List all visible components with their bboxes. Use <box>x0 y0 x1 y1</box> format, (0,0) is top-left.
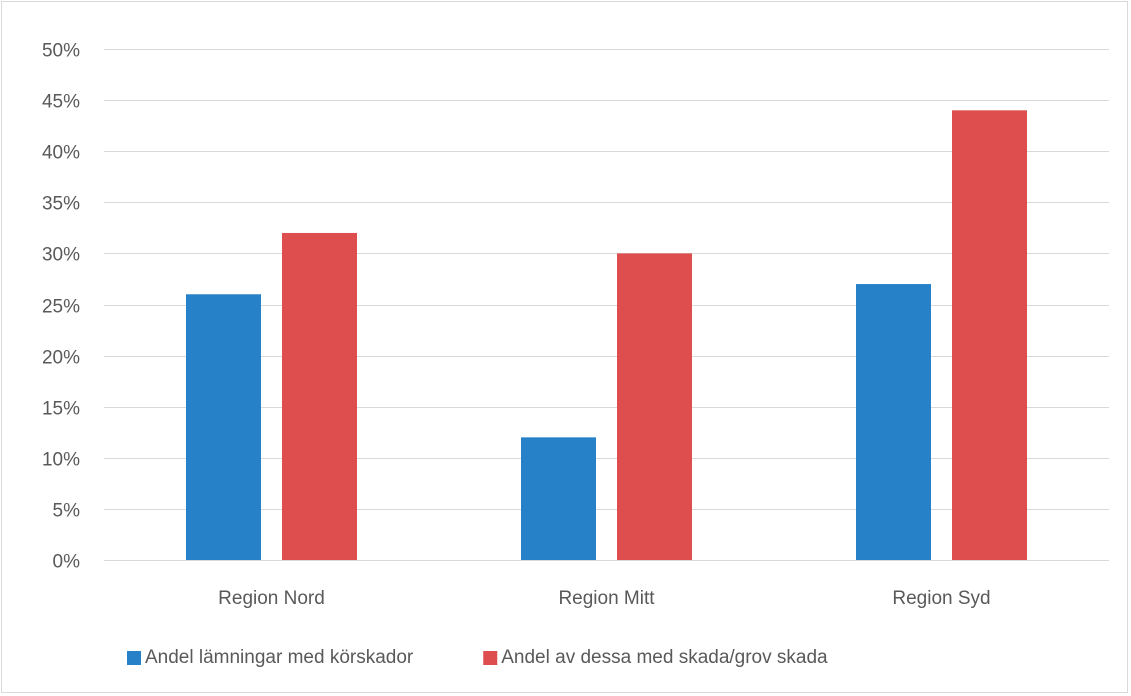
gridlines <box>104 49 1109 510</box>
y-tick-label: 35% <box>42 194 80 215</box>
y-axis-tick-labels: 0% 5% 10% 15% 20% 25% 30% 35% 40% 45% 50% <box>42 41 80 573</box>
y-tick-label: 45% <box>42 92 80 113</box>
bar-series-1-region-mitt <box>617 253 692 560</box>
y-tick-label: 0% <box>53 552 81 573</box>
y-tick-label: 40% <box>42 143 80 164</box>
legend-swatch <box>483 651 498 665</box>
bars <box>186 110 1027 560</box>
y-tick-label: 30% <box>42 245 80 266</box>
legend-label: Andel lämningar med körskador <box>145 647 414 668</box>
legend: Andel lämningar med körskador Andel av de… <box>127 647 828 668</box>
legend-item-1: Andel av dessa med skada/grov skada <box>483 647 828 668</box>
x-tick-label: Region Mitt <box>558 588 655 609</box>
bar-series-0-region-nord <box>186 294 261 560</box>
bar-series-0-region-mitt <box>521 437 596 560</box>
bar-series-1-region-syd <box>952 110 1027 560</box>
y-tick-label: 20% <box>42 348 80 369</box>
y-tick-label: 10% <box>42 450 80 471</box>
legend-label: Andel av dessa med skada/grov skada <box>501 647 828 668</box>
x-axis-tick-labels: Region Nord Region Mitt Region Syd <box>218 588 990 609</box>
y-tick-label: 50% <box>42 41 80 62</box>
legend-item-0: Andel lämningar med körskador <box>127 647 414 668</box>
y-tick-label: 5% <box>53 501 81 522</box>
x-tick-label: Region Nord <box>218 588 325 609</box>
bar-series-1-region-nord <box>282 232 357 560</box>
y-tick-label: 15% <box>42 399 80 420</box>
x-tick-label: Region Syd <box>892 588 990 609</box>
legend-swatch <box>127 651 141 665</box>
y-tick-label: 25% <box>42 297 80 318</box>
bar-series-0-region-syd <box>856 284 931 560</box>
